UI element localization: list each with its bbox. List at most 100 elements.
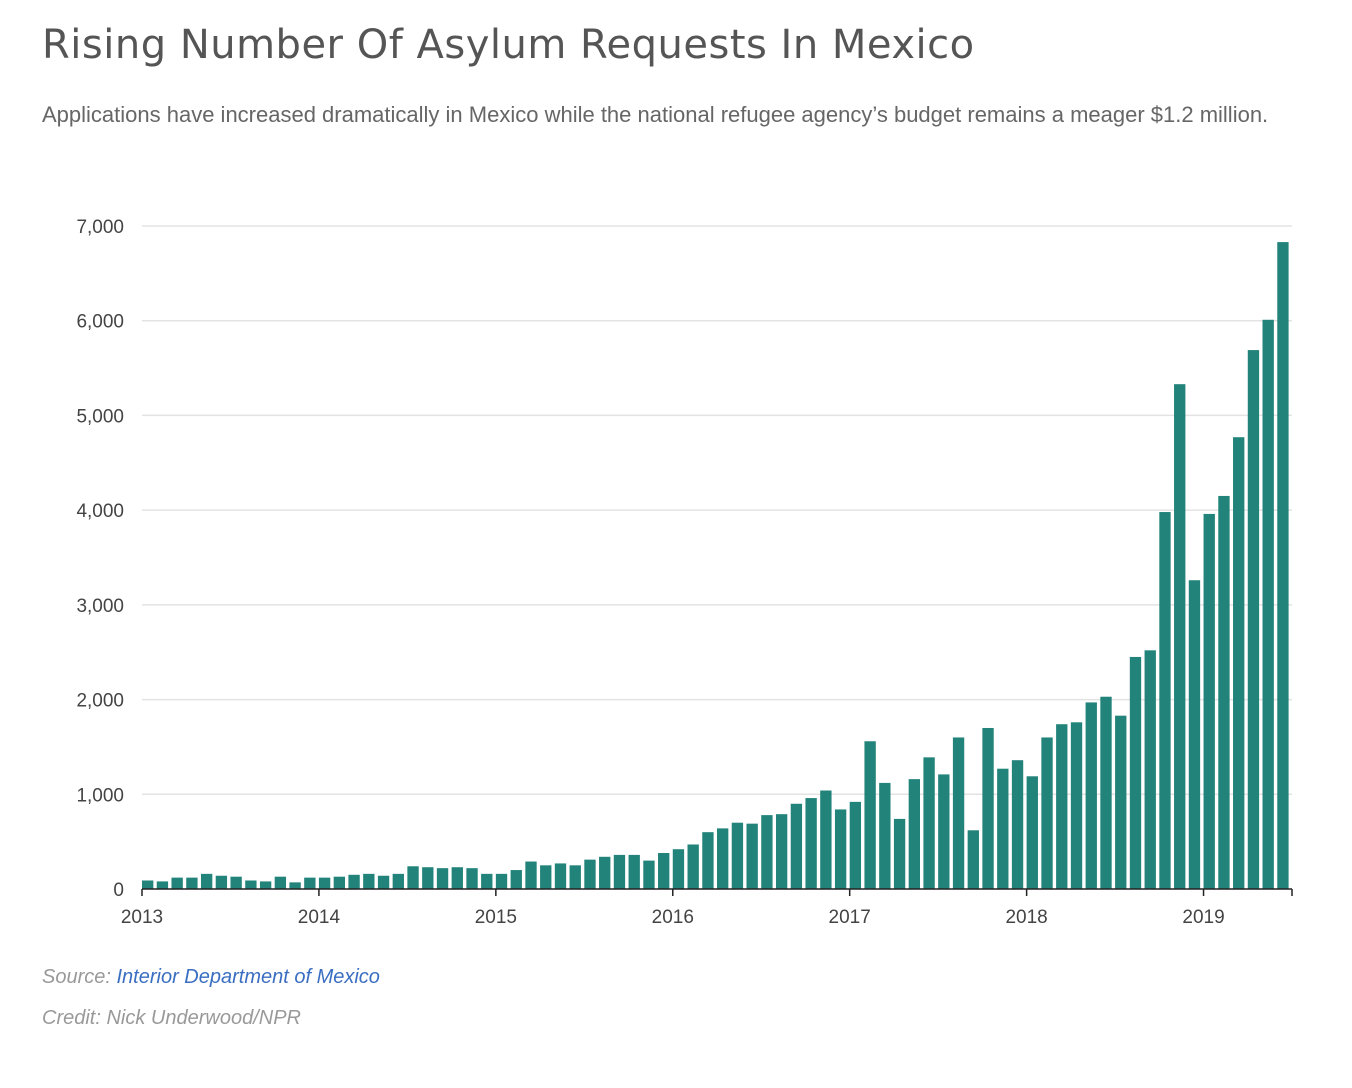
bar <box>1041 737 1053 889</box>
bar <box>569 865 581 889</box>
y-tick-label: 1,000 <box>76 785 124 806</box>
bar <box>1277 242 1289 890</box>
y-tick-label: 3,000 <box>76 596 124 617</box>
y-axis-labels: 0 1,000 2,000 3,000 4,000 5,000 6,000 7,000 <box>76 217 124 901</box>
x-axis-labels: 2013 2014 2015 2016 2017 2018 2019 <box>121 907 1225 928</box>
bar <box>746 823 758 889</box>
bar <box>422 867 434 889</box>
bar <box>908 779 921 889</box>
bar <box>658 853 670 889</box>
bar <box>805 798 817 889</box>
bar <box>142 880 154 889</box>
credit-line: Credit: Nick Underwood/NPR <box>42 1007 301 1029</box>
bar <box>510 870 522 889</box>
source-link[interactable]: Interior Department of Mexico <box>116 966 380 988</box>
bar <box>1159 512 1171 889</box>
bar <box>348 874 360 889</box>
bar <box>1233 437 1245 889</box>
bar <box>1144 650 1156 889</box>
bar <box>1129 656 1142 889</box>
bar <box>333 876 346 889</box>
bar <box>1188 580 1201 889</box>
bar <box>1218 495 1230 889</box>
bar <box>672 849 685 889</box>
bar <box>849 801 862 889</box>
bar <box>304 877 316 889</box>
y-tick-label: 4,000 <box>76 501 124 522</box>
bar <box>363 873 375 889</box>
bar <box>495 873 508 889</box>
bar <box>628 854 640 889</box>
bar <box>864 741 876 889</box>
bar <box>1026 776 1038 889</box>
y-tick-label: 2,000 <box>76 691 124 712</box>
bar <box>923 757 935 889</box>
bar <box>318 877 331 889</box>
bar <box>259 881 272 889</box>
bar <box>407 866 419 889</box>
chart-subtitle: Applications have increased dramatically… <box>42 102 1269 127</box>
bar <box>834 809 847 889</box>
bar <box>584 859 596 889</box>
bar <box>156 881 169 889</box>
bar <box>540 865 552 889</box>
bar <box>186 877 198 889</box>
bar <box>1247 350 1260 890</box>
bar <box>274 876 287 889</box>
bar <box>731 822 744 889</box>
y-tick-label: 5,000 <box>76 406 124 427</box>
source-line: Source: Interior Department of Mexico <box>42 966 380 989</box>
bar <box>451 867 463 889</box>
bar <box>200 873 213 889</box>
bar <box>643 860 655 889</box>
y-tick-label: 7,000 <box>76 217 124 238</box>
bars <box>142 242 1289 890</box>
bar <box>436 868 449 889</box>
bar <box>1203 513 1215 889</box>
bar <box>245 880 257 889</box>
x-tick-label: 2014 <box>298 907 341 928</box>
bar <box>893 818 906 889</box>
x-tick-label: 2015 <box>475 907 517 928</box>
gridlines <box>142 225 1292 796</box>
chart-title: Rising Number Of Asylum Requests In Mexi… <box>42 22 975 68</box>
bar <box>938 774 950 889</box>
source-label: Source: <box>42 966 117 988</box>
bar <box>761 815 773 889</box>
bar <box>717 828 729 889</box>
bar <box>687 844 699 889</box>
bar <box>1100 696 1112 889</box>
x-tick-label: 2017 <box>829 907 871 928</box>
x-tick-label: 2019 <box>1182 907 1224 928</box>
bar <box>613 854 626 889</box>
bar <box>377 875 390 889</box>
bar <box>775 814 788 889</box>
x-tick-label: 2018 <box>1005 907 1047 928</box>
bar <box>967 830 979 889</box>
bar <box>215 875 228 889</box>
x-tick-label: 2016 <box>652 907 694 928</box>
y-tick-label: 6,000 <box>76 312 124 333</box>
bar <box>599 856 611 889</box>
bar <box>879 782 891 889</box>
bar <box>466 868 478 889</box>
bar <box>525 861 537 889</box>
bar <box>997 768 1009 889</box>
bar <box>481 873 493 889</box>
bar <box>289 882 301 889</box>
bar <box>171 877 183 889</box>
bar <box>1085 702 1097 889</box>
bar <box>554 863 567 889</box>
bar <box>1115 715 1127 889</box>
bar <box>230 876 242 889</box>
bar <box>1070 722 1083 889</box>
x-tick-label: 2013 <box>121 907 163 928</box>
bar <box>1262 319 1274 889</box>
bar <box>982 727 994 889</box>
bar-chart: 0 1,000 2,000 3,000 4,000 5,000 6,000 7,000 201… <box>76 217 1293 928</box>
y-tick-label: 0 <box>113 880 124 901</box>
bar <box>1011 760 1024 889</box>
bar <box>702 832 714 889</box>
bar <box>790 803 803 889</box>
x-axis <box>141 888 1293 896</box>
